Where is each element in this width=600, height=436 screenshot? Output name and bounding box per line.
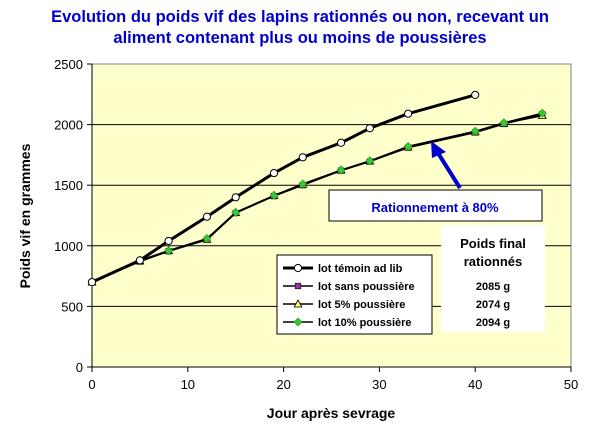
data-point: [135, 256, 144, 265]
data-point: [269, 191, 279, 200]
y-tick-label: 2500: [54, 57, 83, 72]
y-tick-label: 1500: [54, 178, 83, 193]
x-axis-label: Jour après sevrage: [267, 405, 396, 421]
data-point: [365, 156, 375, 166]
data-point: [231, 208, 241, 217]
series-0: [87, 90, 480, 287]
data-point: [404, 109, 413, 118]
data-point: [471, 90, 480, 100]
data-point: [87, 278, 97, 287]
data-point: [269, 168, 279, 178]
rationnement-box: [328, 189, 543, 222]
y-tick-label: 0: [76, 360, 83, 375]
data-point: [298, 179, 308, 189]
legend-box: [276, 254, 433, 335]
chart-title-line-1: Evolution du poids vif des lapins ration…: [51, 8, 549, 26]
final-weight-header-2: rationnés: [464, 254, 523, 269]
data-point: [470, 126, 480, 136]
axes: 0 500 1000 1500 2000 2500 0 10 20 30 40 50: [54, 57, 578, 392]
data-point: [336, 138, 346, 147]
data-point: [336, 165, 346, 175]
data-point: [202, 234, 212, 243]
x-tick-label: 50: [564, 377, 578, 392]
legend-label: lot 5% poussière: [318, 299, 405, 311]
series-group: [87, 90, 547, 287]
data-point: [365, 124, 374, 133]
rationnement-arrow: [431, 141, 462, 190]
chart-title-line-2: aliment contenant plus ou moins de pouss…: [113, 29, 487, 47]
y-tick-label: 1000: [54, 239, 83, 254]
data-point: [537, 108, 547, 118]
x-tick-label: 10: [181, 377, 195, 392]
x-tick-label: 20: [276, 377, 290, 392]
x-tick-label: 30: [372, 377, 386, 392]
final-weight-box: [441, 225, 545, 332]
data-point: [499, 118, 509, 128]
final-weight-10pct: 2094 g: [476, 317, 510, 329]
data-point: [231, 193, 240, 202]
data-point: [403, 141, 413, 151]
legend-label: lot sans poussière: [318, 281, 415, 293]
x-tick-label: 0: [88, 377, 95, 392]
legend-marker: [293, 263, 303, 273]
x-tick-label: 40: [468, 377, 482, 392]
y-tick-label: 2000: [54, 118, 83, 133]
final-weight-header-1: Poids final: [460, 236, 526, 251]
data-point: [164, 236, 173, 246]
data-point: [298, 153, 307, 162]
y-tick-label: 500: [61, 299, 83, 314]
final-weight-sans-poussiere: 2085 g: [476, 281, 510, 293]
legend-marker: [294, 282, 302, 290]
legend-marker: [293, 317, 303, 327]
rationnement-label: Rationnement à 80%: [371, 200, 499, 215]
legend-marker: [293, 299, 303, 308]
y-axis-label: Poids vif en grammes: [17, 143, 33, 288]
data-point: [164, 246, 174, 256]
legend: lot témoin ad lib lot sans poussière lot 5…: [276, 254, 433, 335]
data-point: [202, 212, 212, 221]
legend-label: lot 10% poussière: [318, 317, 412, 329]
final-weight-5pct: 2074 g: [476, 299, 510, 311]
legend-label: lot témoin ad lib: [318, 263, 403, 275]
